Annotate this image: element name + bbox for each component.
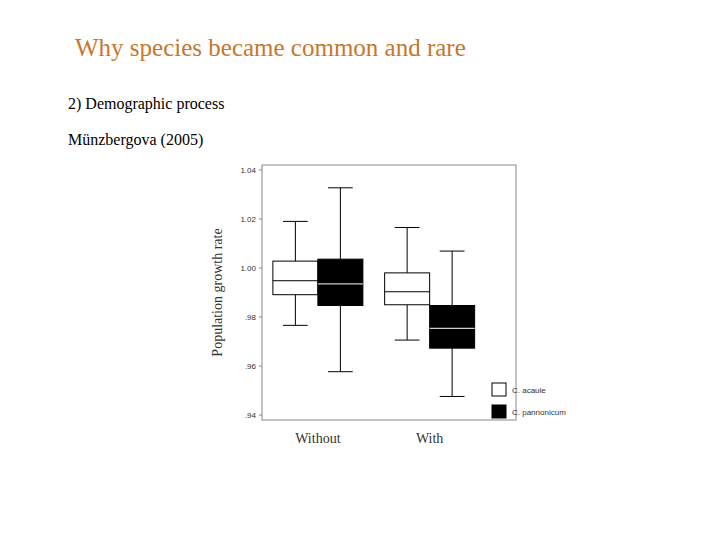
- whisker-cap: [395, 227, 420, 228]
- box: [273, 261, 318, 295]
- whisker: [452, 251, 453, 305]
- whisker-cap: [395, 340, 420, 341]
- y-tick-label: 1.02: [240, 215, 256, 224]
- x-tick-label: With: [416, 431, 443, 446]
- canvas: Why species became common and rare 2) Dem…: [0, 0, 720, 540]
- slide-title: Why species became common and rare: [75, 34, 466, 61]
- y-tick-label: 1.04: [240, 166, 256, 175]
- whisker-cap: [440, 251, 465, 252]
- y-tick: [259, 169, 262, 170]
- whisker: [340, 188, 341, 259]
- y-tick: [259, 317, 262, 318]
- legend-label: C. pannonicum: [512, 408, 566, 417]
- box: [318, 259, 363, 305]
- y-tick: [259, 366, 262, 367]
- x-tick-label: Without: [295, 431, 340, 446]
- legend-swatch: [492, 405, 506, 418]
- y-tick: [259, 267, 262, 268]
- whisker-cap: [283, 221, 308, 222]
- marks: [273, 188, 475, 397]
- whisker: [452, 348, 453, 396]
- whisker: [407, 305, 408, 340]
- whisker: [295, 295, 296, 326]
- whisker: [340, 305, 341, 371]
- y-tick: [259, 218, 262, 219]
- y-tick: [259, 415, 262, 416]
- box: [385, 273, 430, 305]
- legend: C. acaule C. pannonicum: [492, 383, 566, 418]
- median: [430, 328, 475, 329]
- slide-subtitle: 2) Demographic process: [68, 95, 224, 113]
- y-tick-label: 1.00: [240, 264, 256, 273]
- median: [273, 280, 318, 281]
- y-tick-label: .94: [245, 411, 257, 420]
- y-tick-label: .98: [245, 313, 257, 322]
- legend-swatch: [492, 383, 506, 396]
- whisker-cap: [283, 325, 308, 326]
- whisker-cap: [440, 396, 465, 397]
- whisker: [295, 221, 296, 261]
- median: [385, 291, 430, 292]
- legend-label: C. acaule: [512, 386, 546, 395]
- citation: Münzbergova (2005): [68, 131, 203, 149]
- whisker: [407, 228, 408, 273]
- box: [430, 305, 475, 348]
- whisker-cap: [328, 371, 353, 372]
- whisker-cap: [328, 187, 353, 188]
- slide: Why species became common and rare 2) Dem…: [0, 0, 720, 540]
- y-tick-label: .96: [245, 362, 257, 371]
- plot-frame: [262, 165, 516, 420]
- y-axis-label: Population growth rate: [210, 228, 225, 356]
- median: [318, 283, 363, 284]
